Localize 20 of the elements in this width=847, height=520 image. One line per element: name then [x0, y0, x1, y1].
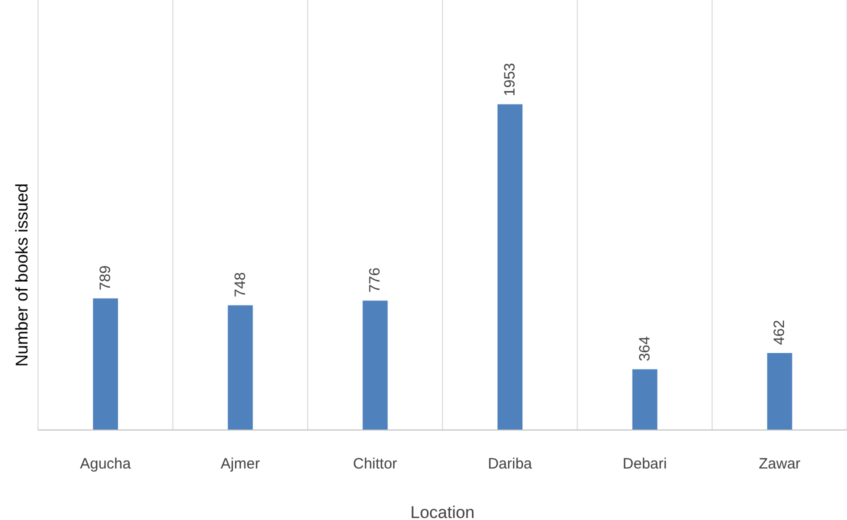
bar — [498, 104, 522, 430]
data-label: 462 — [771, 320, 788, 345]
data-label: 364 — [636, 336, 654, 362]
data-label: 789 — [97, 265, 114, 290]
data-label: 1953 — [502, 62, 518, 96]
data-label: 748 — [232, 272, 249, 298]
x-tick-label: Agucha — [80, 456, 132, 473]
x-tick-label: Zawar — [758, 456, 800, 473]
x-tick-label: Dariba — [488, 456, 533, 473]
bar — [767, 352, 792, 430]
bar — [362, 300, 388, 430]
data-label: 776 — [366, 268, 384, 293]
x-tick-label: Ajmer — [220, 456, 260, 473]
x-tick-label: Debari — [622, 456, 667, 473]
y-axis-title: Number of books issued — [12, 183, 32, 367]
bar — [93, 298, 118, 430]
bar — [632, 369, 658, 430]
x-tick-label: Chittor — [352, 456, 398, 473]
x-axis-title: Location — [410, 503, 475, 520]
bar — [228, 305, 253, 430]
